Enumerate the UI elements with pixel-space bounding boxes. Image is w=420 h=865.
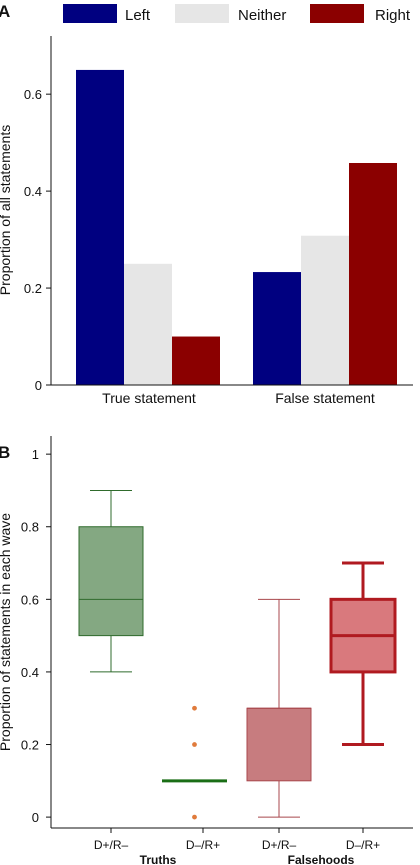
- bars: [76, 69, 397, 386]
- panel-a-label: A: [0, 2, 10, 21]
- legend-label-right: Right: [375, 7, 411, 24]
- group-label-falsehoods: Falsehoods: [288, 853, 355, 865]
- legend-swatch-left: [63, 4, 117, 23]
- y-axis: 0 0.2 0.4 0.6 0.8 1: [21, 447, 364, 833]
- y-axis-label: Proportion of statements in each wave: [0, 513, 13, 751]
- box-1: [78, 489, 144, 673]
- y-axis: 0 0.2 0.4 0.6: [24, 87, 51, 393]
- bar-right-2: [349, 162, 397, 385]
- x-tick-label-box-1: D+/R–: [94, 838, 129, 852]
- legend-swatch-neither: [175, 4, 229, 23]
- bar-right-1: [172, 336, 220, 385]
- box-4: [329, 561, 397, 747]
- bar-left-1: [76, 69, 124, 386]
- x-tick-label-box-2: D–/R+: [186, 838, 220, 852]
- group-label-truths: Truths: [140, 853, 177, 865]
- box-2: [162, 705, 227, 820]
- y-tick-label: 0.2: [21, 738, 39, 753]
- x-tick-label-true-statement: True statement: [102, 390, 196, 406]
- box-3: [246, 598, 312, 818]
- y-tick-label: 0.2: [24, 281, 42, 296]
- y-tick-label: 0.4: [21, 665, 39, 680]
- panel-b: B Proportion of statements in each wave …: [0, 436, 413, 865]
- boxes: [78, 489, 397, 820]
- y-tick-label: 0: [35, 378, 42, 393]
- panel-a: A Left Neither Right Proportion of all s…: [0, 2, 413, 406]
- x-tick-label-box-4: D–/R+: [346, 838, 380, 852]
- box-body: [246, 707, 312, 782]
- y-tick-label: 0.6: [21, 592, 39, 607]
- outlier-point: [192, 705, 197, 711]
- x-tick-label-false-statement: False statement: [275, 390, 375, 406]
- bar-neither-1: [124, 263, 172, 385]
- legend-label-neither: Neither: [238, 7, 286, 24]
- bar-neither-2: [301, 235, 349, 385]
- bar-left-2: [253, 272, 301, 385]
- panel-b-label: B: [0, 443, 10, 462]
- y-tick-label: 1: [32, 447, 39, 462]
- y-tick-label: 0.8: [21, 520, 39, 535]
- y-tick-label: 0.6: [24, 87, 42, 102]
- y-tick-label: 0: [32, 810, 39, 825]
- legend: Left Neither Right: [63, 4, 411, 24]
- legend-swatch-right: [310, 4, 364, 23]
- outlier-point: [192, 814, 197, 820]
- outlier-point: [192, 742, 197, 747]
- box-body: [78, 526, 144, 637]
- x-tick-label-box-3: D+/R–: [262, 838, 297, 852]
- legend-label-left: Left: [125, 7, 151, 24]
- y-axis-label: Proportion of all statements: [0, 125, 13, 295]
- y-tick-label: 0.4: [24, 184, 42, 199]
